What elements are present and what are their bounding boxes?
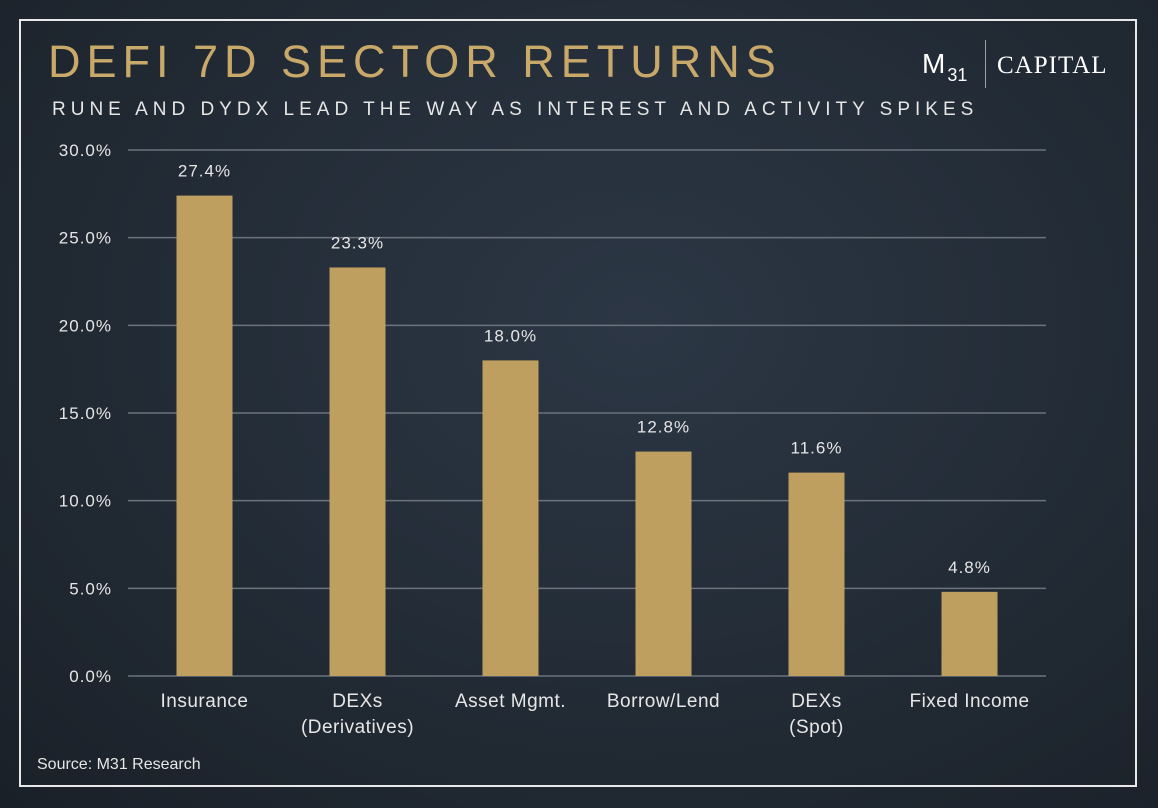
m31-capital-logo: M 31 CAPITAL	[922, 40, 1122, 90]
x-tick-label: Borrow/Lend	[607, 691, 720, 712]
x-tick-label: (Spot)	[789, 717, 844, 738]
y-tick-label: 20.0%	[59, 316, 112, 335]
data-label: 11.6%	[791, 439, 843, 458]
bar	[329, 267, 386, 676]
data-label: 27.4%	[178, 162, 231, 181]
panel-border	[19, 19, 1137, 787]
data-label: 12.8%	[637, 418, 690, 437]
x-tick-label: Asset Mgmt.	[455, 691, 566, 712]
x-tick-label: (Derivatives)	[301, 717, 414, 738]
logo-divider	[985, 40, 986, 88]
y-tick-label: 5.0%	[69, 579, 112, 598]
bar	[941, 591, 998, 676]
y-tick-label: 15.0%	[59, 404, 112, 423]
y-tick-label: 0.0%	[69, 667, 112, 686]
data-label: 4.8%	[948, 558, 991, 577]
bar	[176, 195, 233, 676]
y-tick-label: 30.0%	[59, 141, 112, 160]
logo-wordmark: CAPITAL	[997, 52, 1108, 79]
y-tick-label: 10.0%	[59, 492, 112, 511]
bar-layer	[176, 195, 998, 676]
logo-mark-subscript: 31	[947, 65, 968, 85]
bar	[635, 451, 692, 676]
bar	[788, 472, 845, 676]
page-subtitle: RUNE AND DYDX LEAD THE WAY AS INTEREST A…	[52, 99, 979, 120]
data-label: 18.0%	[484, 326, 537, 345]
x-tick-label: DEXs	[332, 691, 383, 712]
x-tick-label: Insurance	[161, 691, 249, 712]
x-tick-label: Fixed Income	[909, 691, 1029, 712]
bar	[482, 360, 539, 676]
source-note: Source: M31 Research	[37, 756, 201, 773]
data-label: 23.3%	[331, 233, 384, 252]
logo-mark-letter: M	[922, 48, 946, 79]
logo-mark: M 31	[922, 48, 967, 85]
page-title: DEFI 7D SECTOR RETURNS	[48, 36, 782, 87]
x-tick-label: DEXs	[791, 691, 842, 712]
grid-layer	[128, 149, 1046, 677]
y-tick-label: 25.0%	[59, 229, 112, 248]
label-layer: 0.0% 5.0% 10.0% 15.0% 20.0% 25.0% 30.0% 27.4% In…	[59, 141, 1029, 738]
